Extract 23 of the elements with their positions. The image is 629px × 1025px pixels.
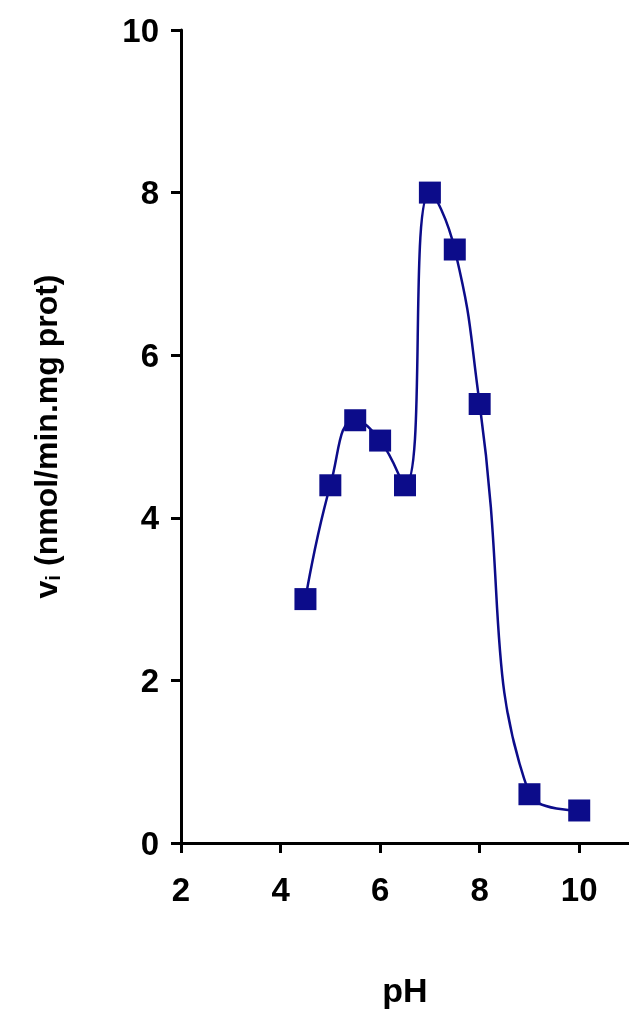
y-axis-title: vi (nmol/min.mg prot) (27, 274, 64, 599)
point (418, 181, 441, 204)
y-tick-label: 2 (140, 661, 159, 699)
point (568, 799, 591, 822)
x-tick-label: 10 (560, 871, 598, 908)
x-tick-label: 2 (171, 871, 191, 908)
y-tick-label: 0 (140, 824, 159, 862)
point (319, 474, 342, 497)
y-tick-label: 4 (140, 499, 160, 537)
y-tick-label: 6 (140, 336, 159, 374)
x-axis-title: pH (382, 971, 428, 1009)
point (344, 409, 367, 432)
x-tick-label: 4 (271, 871, 291, 908)
y-tick-label: 10 (122, 11, 159, 49)
point (369, 429, 392, 452)
x-tick-label: 8 (470, 871, 489, 908)
point (468, 392, 491, 415)
y-tick-label: 8 (140, 174, 159, 212)
point (294, 588, 317, 611)
point (518, 783, 541, 806)
point (443, 238, 466, 261)
x-tick-label: 6 (370, 871, 390, 908)
point (394, 474, 416, 497)
